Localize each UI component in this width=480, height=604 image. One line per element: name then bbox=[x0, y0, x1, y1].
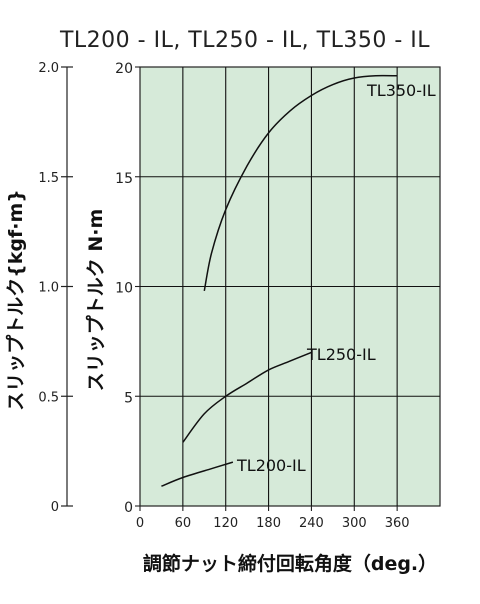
series-line-tl350-il bbox=[203, 74, 398, 292]
y-tick-label: 0 bbox=[124, 500, 133, 516]
secondary-y-tick-label: 0.5 bbox=[38, 390, 59, 405]
x-tick-label: 0 bbox=[136, 516, 144, 531]
x-tick-label: 60 bbox=[175, 516, 192, 531]
secondary-y-tick-label: 1.5 bbox=[38, 171, 59, 186]
secondary-y-tick-label: 0 bbox=[51, 500, 59, 515]
series-line-tl250-il bbox=[182, 351, 312, 443]
series-label-tl200-il: TL200-IL bbox=[236, 456, 306, 475]
axes bbox=[61, 66, 398, 511]
x-tick-label: 360 bbox=[385, 516, 410, 531]
primary-y-axis-title: スリップトルク N·m bbox=[84, 209, 107, 392]
x-tick-label: 240 bbox=[299, 516, 324, 531]
x-tick-label: 300 bbox=[342, 516, 367, 531]
series-label-tl350-il: TL350-IL bbox=[366, 81, 436, 100]
secondary-y-tick-label: 1.0 bbox=[38, 281, 59, 296]
x-axis-title: 調節ナット締付回転角度（deg.） bbox=[143, 552, 437, 575]
series-line-tl200-il bbox=[161, 461, 234, 487]
chart-title: TL200 - IL, TL250 - IL, TL350 - IL bbox=[59, 28, 430, 53]
y-tick-label: 20 bbox=[115, 61, 133, 77]
x-tick-label: 120 bbox=[213, 516, 238, 531]
series-label-tl250-il: TL250-IL bbox=[306, 345, 376, 364]
series-lines: TL200-IL TL250-IL TL350-IL bbox=[161, 74, 436, 487]
tick-labels: 0 60 120 180 240 300 360 0 5 10 15 20 0 0.5 1.0 1.5 2.0 bbox=[38, 61, 409, 531]
y-tick-label: 5 bbox=[124, 390, 133, 406]
y-tick-label: 10 bbox=[115, 281, 133, 297]
secondary-y-tick-label: 2.0 bbox=[38, 61, 59, 76]
y-tick-label: 15 bbox=[115, 171, 133, 187]
x-tick-label: 180 bbox=[256, 516, 281, 531]
grid-lines bbox=[140, 67, 440, 506]
secondary-y-axis-title: スリップトルク{kgf·m} bbox=[4, 189, 27, 411]
